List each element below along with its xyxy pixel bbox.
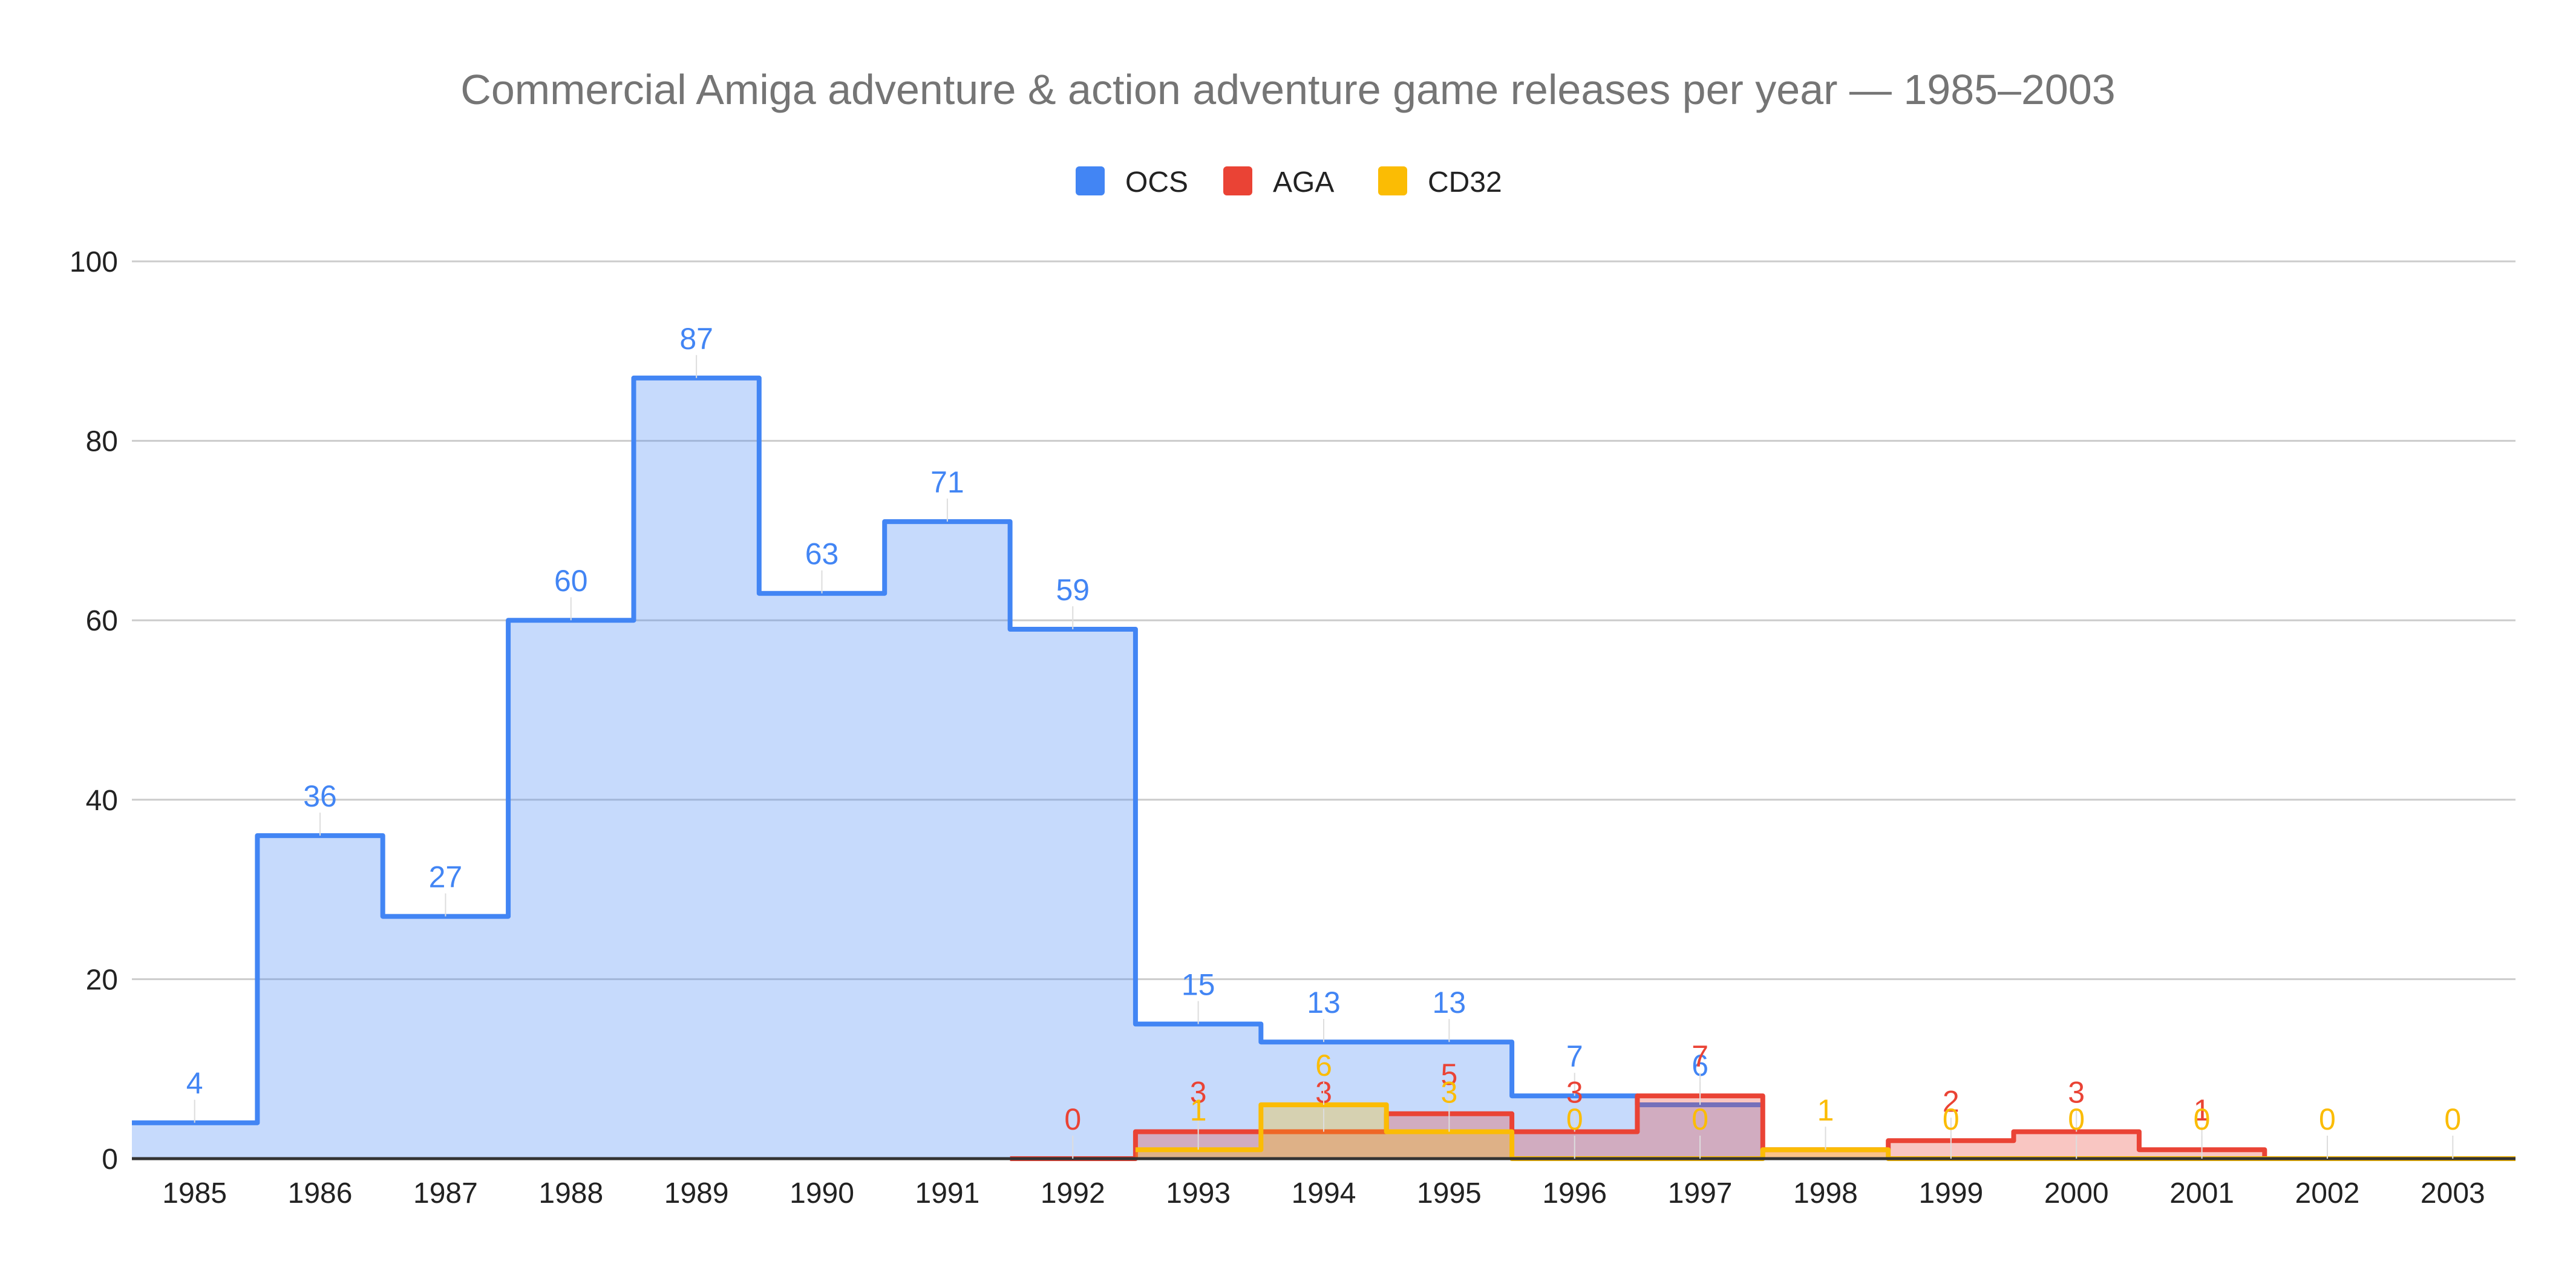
data-label-aga: 5 <box>1440 1058 1457 1091</box>
series-area-ocs <box>132 378 1763 1159</box>
data-label-aga: 3 <box>1566 1076 1583 1110</box>
data-label-cd32: 3 <box>1440 1076 1457 1110</box>
data-label-cd32: 0 <box>2068 1102 2085 1136</box>
data-label-aga: 7 <box>1692 1039 1708 1073</box>
legend-item-cd32: CD32 <box>1378 166 1502 198</box>
data-label-cd32: 1 <box>1190 1093 1207 1127</box>
x-tick-label: 1991 <box>915 1177 980 1209</box>
y-axis-ticks: 0 20 40 60 80 100 <box>70 246 118 1176</box>
x-tick-label: 1988 <box>538 1177 603 1209</box>
y-tick-label: 60 <box>86 605 118 637</box>
legend-label: AGA <box>1273 166 1334 198</box>
x-tick-label: 1992 <box>1041 1177 1105 1209</box>
y-tick-label: 20 <box>86 964 118 996</box>
y-tick-label: 40 <box>86 785 118 817</box>
data-label-cd32: 1 <box>1817 1093 1834 1127</box>
data-label-ocs: 27 <box>429 860 463 894</box>
x-tick-label: 1987 <box>413 1177 478 1209</box>
x-tick-label: 1986 <box>288 1177 353 1209</box>
x-tick-label: 1985 <box>162 1177 227 1209</box>
data-label-ocs: 4 <box>186 1067 203 1101</box>
x-tick-label: 1989 <box>664 1177 729 1209</box>
data-label-aga: 2 <box>1943 1084 1960 1118</box>
x-tick-label: 2001 <box>2169 1177 2234 1209</box>
data-label-ocs: 15 <box>1182 968 1215 1002</box>
x-tick-label: 2000 <box>2044 1177 2109 1209</box>
x-tick-label: 1993 <box>1166 1177 1231 1209</box>
x-tick-label: 1998 <box>1793 1177 1858 1209</box>
data-label-cd32: 0 <box>1692 1102 1708 1136</box>
data-label-ocs: 13 <box>1433 986 1466 1019</box>
data-label-cd32: 0 <box>2444 1102 2461 1136</box>
x-tick-label: 1990 <box>789 1177 854 1209</box>
x-tick-label: 2002 <box>2295 1177 2360 1209</box>
gridlines <box>132 260 2516 980</box>
data-label-ocs: 87 <box>679 322 713 356</box>
data-label-ocs: 59 <box>1056 573 1090 607</box>
chart-title: Commercial Amiga adventure & action adve… <box>460 66 2115 113</box>
x-tick-label: 1996 <box>1542 1177 1607 1209</box>
data-label-ocs: 60 <box>554 564 588 598</box>
data-label-ocs: 63 <box>805 537 839 571</box>
data-label-cd32: 6 <box>1315 1049 1332 1082</box>
data-label-cd32: 0 <box>2319 1102 2336 1136</box>
legend-label: OCS <box>1125 166 1188 198</box>
x-tick-label: 2003 <box>2421 1177 2485 1209</box>
data-label-cd32: 0 <box>2194 1102 2211 1136</box>
data-label-aga: 1 <box>2194 1093 2211 1127</box>
data-label-ocs: 71 <box>930 465 964 499</box>
legend-swatch <box>1378 166 1407 195</box>
legend-swatch <box>1223 166 1252 195</box>
legend-swatch <box>1076 166 1105 195</box>
legend-item-aga: AGA <box>1223 166 1334 198</box>
y-tick-label: 0 <box>102 1144 118 1176</box>
data-label-aga: 0 <box>1064 1102 1081 1136</box>
legend: OCS AGA CD32 <box>1076 166 1502 198</box>
data-label-ocs: 36 <box>303 779 337 813</box>
x-axis-ticks: 1985 1986 1987 1988 1989 1990 1991 1992 1993 1994… <box>162 1177 2485 1209</box>
x-tick-label: 1994 <box>1292 1177 1356 1209</box>
data-label-cd32: 0 <box>1943 1102 1960 1136</box>
legend-item-ocs: OCS <box>1076 166 1188 198</box>
data-label-ocs: 13 <box>1307 986 1341 1019</box>
data-label-ocs: 7 <box>1566 1039 1583 1073</box>
x-tick-label: 1995 <box>1417 1177 1482 1209</box>
data-label-aga: 3 <box>1190 1076 1207 1110</box>
y-tick-label: 80 <box>86 426 118 458</box>
x-tick-label: 1999 <box>1918 1177 1983 1209</box>
y-tick-label: 100 <box>70 246 118 278</box>
series-area-cd32 <box>1135 1105 2516 1159</box>
series-line-ocs <box>132 375 1763 1125</box>
legend-label: CD32 <box>1428 166 1502 198</box>
x-tick-label: 1997 <box>1668 1177 1733 1209</box>
data-label-cd32: 0 <box>1566 1102 1583 1136</box>
data-label-aga: 3 <box>2068 1076 2085 1110</box>
